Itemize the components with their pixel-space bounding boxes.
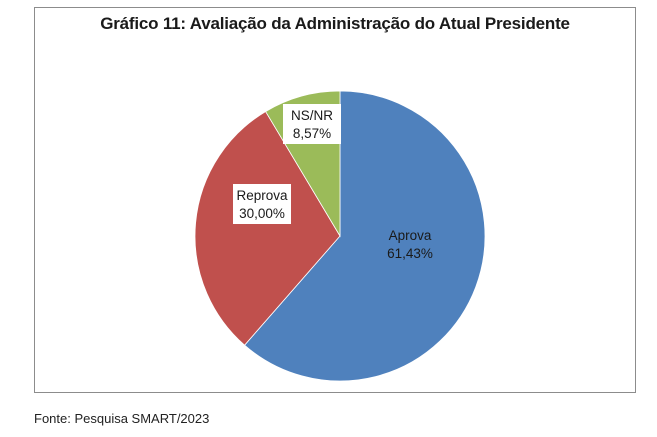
data-label-reprova: Reprova 30,00% [233,184,291,224]
slice-label: NS/NR [291,108,333,123]
pie-slice-reprova [194,110,341,346]
slice-label: Aprova [389,228,432,243]
slice-value: 61,43% [387,246,433,261]
data-label-box [283,104,341,144]
source-note: Fonte: Pesquisa SMART/2023 [34,411,210,426]
slice-label: Reprova [236,188,288,203]
data-label-nsnr: NS/NR 8,57% [283,104,341,144]
data-label-box [233,184,291,224]
slice-value: 8,57% [293,126,331,141]
data-label-aprova: Aprova 61,43% [387,228,433,261]
chart-title: Gráfico 11: Avaliação da Administração d… [100,14,570,33]
pie-slice-aprova [244,90,486,382]
slice-value: 30,00% [239,206,285,221]
